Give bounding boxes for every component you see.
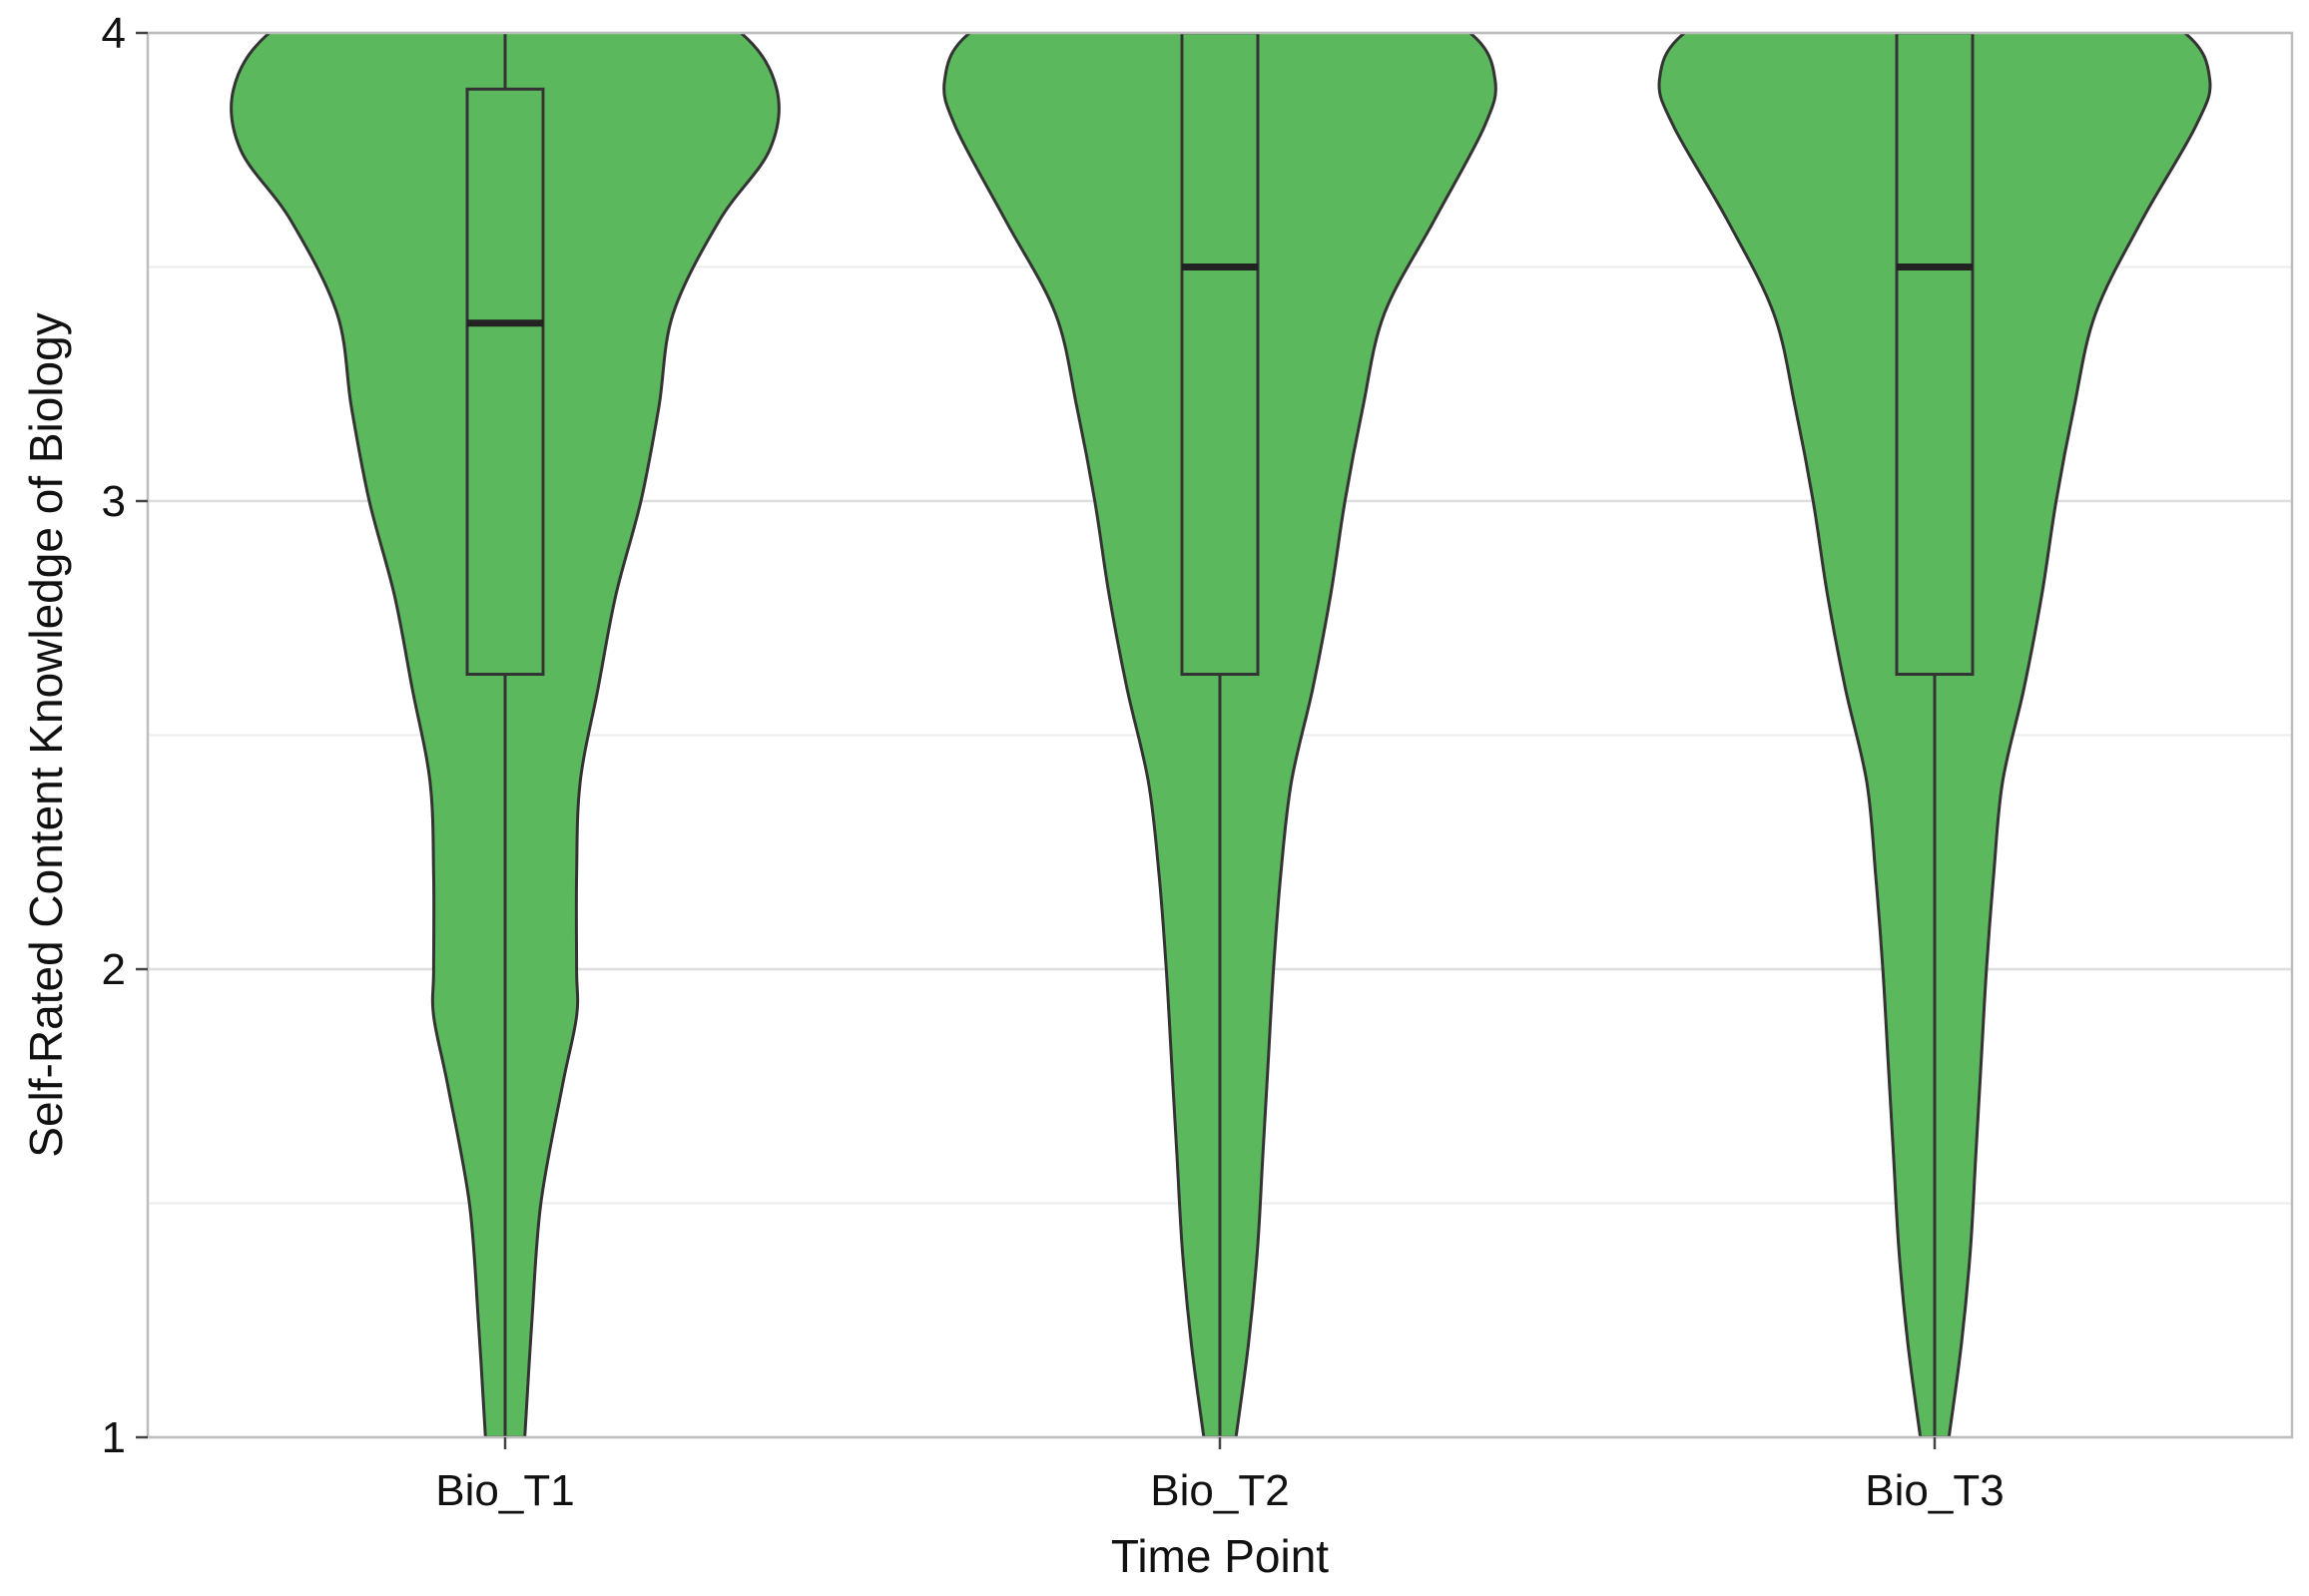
y-tick-label: 3 (102, 477, 126, 526)
violin-group-Bio_T1 (230, 33, 781, 1437)
y-axis-title: Self-Rated Content Knowledge of Biology (20, 312, 72, 1157)
iqr-box (1180, 33, 1260, 677)
violin-group-Bio_T3 (1657, 33, 2212, 1437)
y-tick-label: 1 (102, 1413, 126, 1462)
x-axis-title: Time Point (1111, 1530, 1329, 1582)
y-tick-label: 2 (102, 945, 126, 994)
y-axis-ticks: 1 2 3 4 (102, 9, 148, 1462)
violin-group-Bio_T2 (942, 33, 1497, 1437)
x-axis-ticks: Bio_T1 Bio_T2 Bio_T3 (435, 1437, 2005, 1515)
x-tick-label: Bio_T1 (435, 1466, 574, 1515)
x-tick-label: Bio_T2 (1150, 1466, 1289, 1515)
violins (230, 33, 2212, 1437)
iqr-box (1895, 33, 1975, 677)
iqr-box (465, 87, 545, 677)
x-tick-label: Bio_T3 (1865, 1466, 2004, 1515)
y-tick-label: 4 (102, 9, 126, 58)
